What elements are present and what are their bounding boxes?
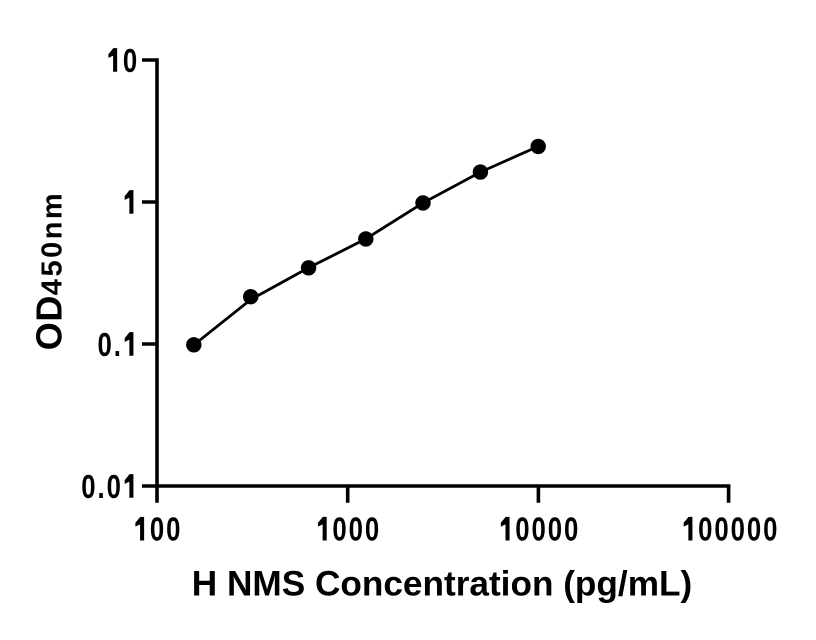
svg-text:0: 0 (698, 512, 712, 549)
svg-text:0: 0 (731, 512, 745, 549)
svg-text:0: 0 (332, 512, 346, 549)
svg-text:.: . (98, 469, 105, 506)
svg-text:0: 0 (714, 512, 728, 549)
svg-text:.: . (114, 327, 121, 364)
svg-text:0: 0 (81, 469, 95, 506)
svg-text:0: 0 (564, 512, 578, 549)
svg-text:0: 0 (166, 512, 180, 549)
svg-text:0: 0 (747, 512, 761, 549)
svg-text:0: 0 (98, 327, 112, 364)
svg-text:0: 0 (515, 512, 529, 549)
svg-text:OD450nm: OD450nm (29, 191, 70, 350)
svg-text:0: 0 (548, 512, 562, 549)
svg-text:0: 0 (349, 512, 363, 549)
svg-text:0: 0 (532, 512, 546, 549)
svg-text:0: 0 (365, 512, 379, 549)
svg-text:0: 0 (107, 469, 121, 506)
svg-text:0: 0 (123, 43, 137, 80)
svg-text:0: 0 (763, 512, 777, 549)
svg-text:0: 0 (150, 512, 164, 549)
svg-text:H NMS Concentration (pg/mL): H NMS Concentration (pg/mL) (192, 565, 692, 604)
